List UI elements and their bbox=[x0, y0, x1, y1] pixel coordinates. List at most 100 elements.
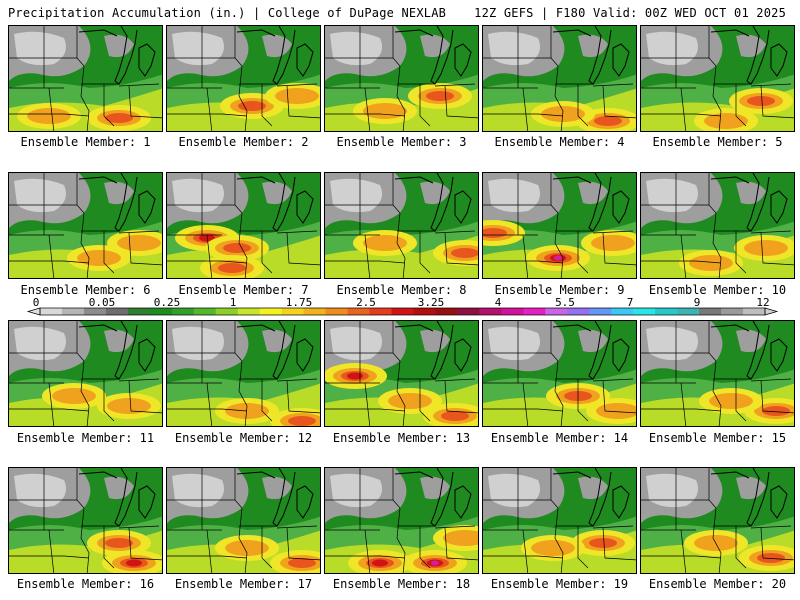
colorbar-swatch bbox=[435, 308, 458, 315]
great-lakes-outline bbox=[430, 321, 454, 380]
light-trace-area bbox=[646, 31, 699, 66]
colorbar-swatch bbox=[413, 308, 436, 315]
state-border bbox=[760, 232, 794, 266]
state-border bbox=[602, 232, 636, 266]
colorbar-swatch bbox=[457, 308, 480, 315]
ensemble-member-label: Ensemble Member: 1 bbox=[20, 135, 151, 149]
precip-max-area bbox=[363, 235, 407, 251]
colorbar-swatch bbox=[127, 308, 151, 315]
ensemble-member-map bbox=[8, 467, 163, 574]
ensemble-member-label: Ensemble Member: 2 bbox=[178, 135, 309, 149]
state-border bbox=[419, 379, 431, 422]
colorbar-swatch bbox=[61, 308, 85, 315]
precip-max-area bbox=[105, 538, 133, 548]
precip-map-svg bbox=[641, 321, 794, 426]
state-border bbox=[760, 380, 794, 414]
great-lakes-outline bbox=[430, 468, 454, 527]
colorbar-swatch bbox=[523, 308, 546, 315]
great-lakes-outline bbox=[114, 173, 138, 232]
precip-map-svg bbox=[167, 468, 320, 573]
great-lakes-outline bbox=[770, 338, 788, 372]
precip-map-svg bbox=[325, 321, 478, 426]
colorbar-swatch bbox=[567, 308, 590, 315]
great-lakes-outline bbox=[746, 173, 770, 232]
state-border bbox=[550, 26, 564, 131]
state-border bbox=[434, 230, 476, 234]
ensemble-member-label: Ensemble Member: 16 bbox=[16, 577, 155, 591]
colorbar-left-arrow bbox=[26, 307, 41, 316]
state-border bbox=[261, 379, 273, 422]
state-border bbox=[735, 526, 747, 569]
state-border bbox=[364, 382, 371, 426]
state-border bbox=[276, 378, 318, 382]
ensemble-member-label: Ensemble Member: 3 bbox=[336, 135, 467, 149]
state-border bbox=[167, 555, 248, 559]
colorbar-swatch bbox=[347, 308, 371, 315]
state-border bbox=[364, 87, 371, 131]
precip-max-area bbox=[689, 255, 733, 271]
state-border bbox=[735, 231, 747, 274]
precip-max-area bbox=[77, 250, 121, 266]
state-border bbox=[434, 378, 476, 382]
great-lakes-outline bbox=[746, 468, 770, 527]
precip-max-area bbox=[431, 560, 439, 566]
state-border bbox=[577, 379, 589, 422]
ensemble-member-label: Ensemble Member: 11 bbox=[16, 431, 155, 445]
state-border bbox=[735, 379, 747, 422]
great-lakes-outline bbox=[138, 485, 156, 519]
ensemble-member-map bbox=[8, 25, 163, 132]
precip-max-area bbox=[372, 559, 388, 567]
light-trace-area bbox=[488, 473, 541, 508]
colorbar-swatch bbox=[655, 308, 678, 315]
state-border bbox=[261, 231, 273, 274]
ensemble-member-label: Ensemble Member: 9 bbox=[494, 283, 625, 297]
state-border bbox=[48, 529, 55, 573]
state-border bbox=[419, 526, 431, 569]
state-border bbox=[419, 231, 431, 274]
precip-max-area bbox=[762, 406, 790, 416]
great-lakes-outline bbox=[78, 324, 118, 332]
colorbar-swatch bbox=[303, 308, 327, 315]
state-border bbox=[118, 83, 160, 87]
great-lakes-outline bbox=[612, 338, 630, 372]
precip-map-svg bbox=[325, 26, 478, 131]
state-border bbox=[641, 113, 722, 117]
ensemble-member-map bbox=[640, 172, 795, 279]
state-border bbox=[9, 555, 90, 559]
ensemble-member-map bbox=[166, 25, 321, 132]
state-border bbox=[434, 525, 476, 529]
precip-map-svg bbox=[9, 173, 162, 278]
state-border bbox=[234, 26, 248, 131]
colorbar-swatch bbox=[743, 308, 766, 315]
state-border bbox=[550, 468, 564, 573]
ensemble-member-label: Ensemble Member: 8 bbox=[336, 283, 467, 297]
state-border bbox=[760, 85, 794, 119]
colorbar-swatch bbox=[611, 308, 634, 315]
state-border bbox=[261, 84, 273, 127]
state-border bbox=[103, 379, 115, 422]
great-lakes-outline bbox=[588, 173, 612, 232]
state-border bbox=[708, 173, 722, 278]
state-border bbox=[592, 378, 634, 382]
light-trace-area bbox=[172, 31, 225, 66]
precip-max-area bbox=[747, 96, 775, 106]
colorbar-swatch bbox=[677, 308, 700, 315]
great-lakes-outline bbox=[710, 176, 750, 184]
precip-max-area bbox=[275, 88, 319, 104]
state-border bbox=[483, 408, 564, 412]
great-lakes-outline bbox=[114, 26, 138, 85]
moderate-precip-band bbox=[325, 235, 478, 278]
precip-map-svg bbox=[483, 173, 636, 278]
precip-map-svg bbox=[9, 26, 162, 131]
state-border bbox=[325, 408, 406, 412]
ensemble-member-label: Ensemble Member: 4 bbox=[494, 135, 625, 149]
precip-max-area bbox=[288, 416, 316, 426]
precip-map-svg bbox=[483, 26, 636, 131]
state-border bbox=[118, 230, 160, 234]
state-border bbox=[641, 260, 722, 264]
precip-map-svg bbox=[483, 468, 636, 573]
state-border bbox=[276, 230, 318, 234]
precip-max-area bbox=[225, 540, 269, 556]
colorbar-tick-label: 0.25 bbox=[154, 296, 181, 309]
ensemble-member-map bbox=[8, 320, 163, 427]
